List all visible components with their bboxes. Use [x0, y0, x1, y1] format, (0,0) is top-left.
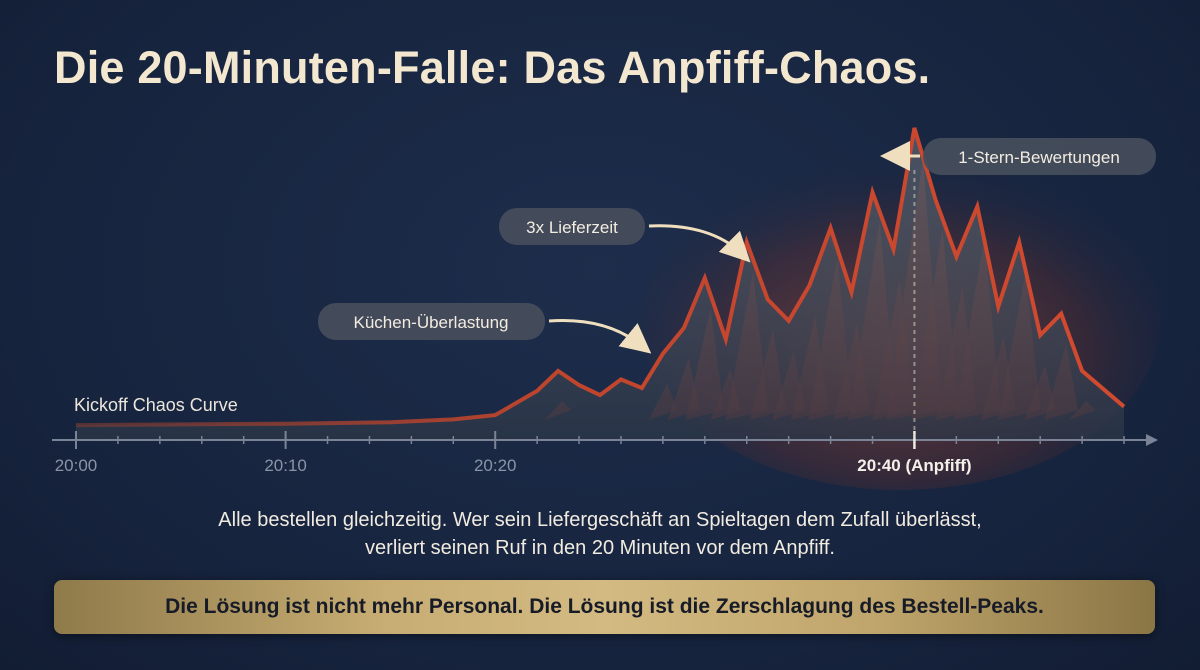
x-axis-arrow: [1146, 434, 1158, 446]
chaos-area: [76, 128, 1124, 440]
solution-banner: Die Lösung ist nicht mehr Personal. Die …: [54, 580, 1155, 634]
solution-banner-text: Die Lösung ist nicht mehr Personal. Die …: [165, 595, 1044, 618]
arrow-icon: [648, 224, 751, 263]
x-axis-minor-ticks: [75, 436, 1125, 444]
series-label: Kickoff Chaos Curve: [74, 395, 238, 415]
callout-lieferzeit: 3x Lieferzeit: [499, 208, 751, 263]
callout-label: 1-Stern-Bewertungen: [958, 148, 1120, 167]
arrow-icon: [548, 319, 652, 354]
caption: Alle bestellen gleichzeitig. Wer sein Li…: [0, 506, 1200, 562]
caption-line-1: Alle bestellen gleichzeitig. Wer sein Li…: [218, 509, 982, 531]
callout-kuechen-ueberlastung: Küchen-Überlastung: [318, 303, 652, 354]
callout-sterne: 1-Stern-Bewertungen: [880, 138, 1156, 175]
x-tick-label: 20:10: [264, 456, 307, 475]
x-tick-label: 20:20: [474, 456, 517, 475]
page-title: Die 20-Minuten-Falle: Das Anpfiff-Chaos.: [54, 42, 931, 93]
x-axis-major-ticks: 20:00 20:10 20:20 20:40 (Anpfiff): [55, 431, 972, 475]
x-tick-label: 20:00: [55, 456, 98, 475]
callout-label: Küchen-Überlastung: [354, 313, 509, 332]
callout-label: 3x Lieferzeit: [526, 218, 618, 237]
chaos-curve-line: [75, 127, 1126, 428]
caption-line-2: verliert seinen Ruf in den 20 Minuten vo…: [365, 537, 835, 559]
x-tick-label: 20:40 (Anpfiff): [857, 456, 971, 475]
